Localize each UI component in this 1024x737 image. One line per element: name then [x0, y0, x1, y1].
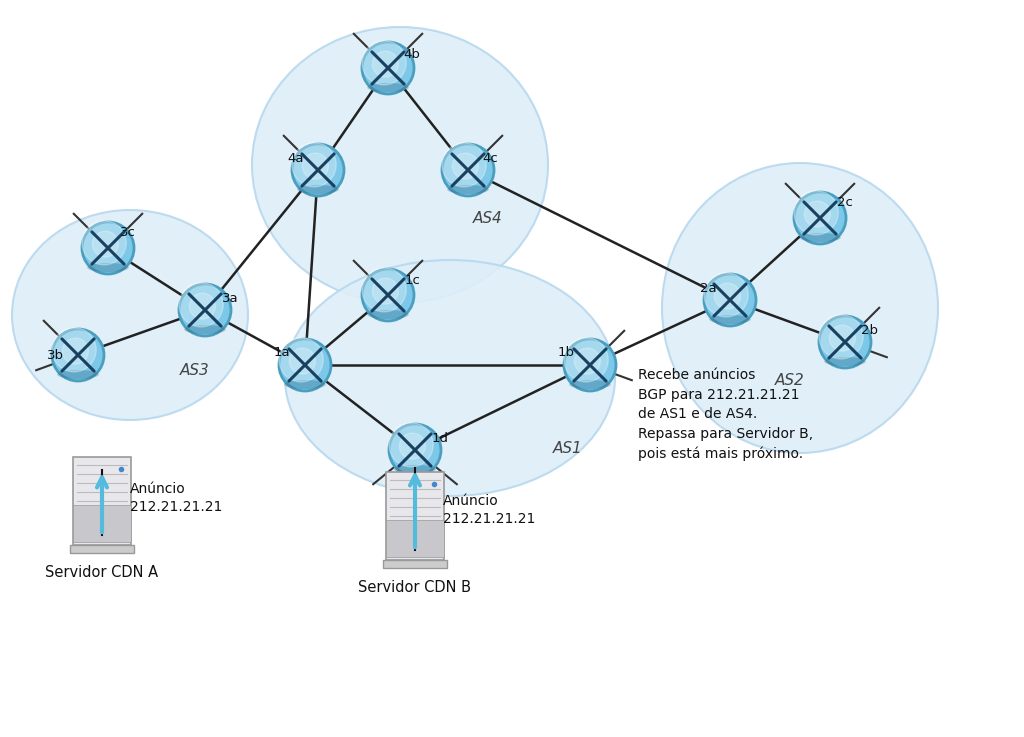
Circle shape [179, 284, 231, 336]
Circle shape [373, 278, 398, 304]
Text: AS4: AS4 [473, 211, 503, 226]
Text: 1a: 1a [273, 346, 291, 358]
Ellipse shape [662, 163, 938, 453]
Circle shape [819, 316, 871, 368]
Ellipse shape [368, 310, 409, 319]
Text: 4b: 4b [403, 47, 421, 60]
Ellipse shape [368, 83, 409, 92]
Ellipse shape [297, 185, 339, 194]
Circle shape [705, 274, 756, 326]
Text: Recebe anúncios
BGP para 212.21.21.21
de AS1 e de AS4.
Repassa para Servidor B,
: Recebe anúncios BGP para 212.21.21.21 de… [638, 368, 813, 461]
Text: AS3: AS3 [180, 363, 210, 377]
Circle shape [92, 231, 119, 257]
Ellipse shape [285, 260, 615, 496]
Circle shape [362, 42, 414, 94]
Text: AS1: AS1 [553, 441, 583, 455]
Text: Servidor CDN B: Servidor CDN B [358, 580, 471, 595]
Circle shape [399, 433, 425, 459]
Circle shape [819, 315, 863, 359]
Ellipse shape [252, 27, 548, 303]
Circle shape [389, 424, 441, 476]
Ellipse shape [710, 315, 751, 324]
Circle shape [442, 144, 494, 196]
Ellipse shape [447, 185, 488, 194]
Text: 1b: 1b [557, 346, 574, 358]
Circle shape [292, 143, 336, 187]
Circle shape [52, 329, 104, 381]
Circle shape [829, 325, 855, 351]
Text: 2c: 2c [837, 195, 853, 209]
Circle shape [564, 339, 616, 391]
Circle shape [564, 338, 608, 382]
Text: 1d: 1d [431, 431, 449, 444]
FancyBboxPatch shape [383, 560, 447, 568]
FancyBboxPatch shape [70, 545, 134, 553]
Text: Anúncio
212.21.21.21: Anúncio 212.21.21.21 [443, 495, 536, 525]
Text: Anúncio
212.21.21.21: Anúncio 212.21.21.21 [130, 482, 222, 514]
Circle shape [52, 328, 96, 372]
Text: 2b: 2b [861, 324, 879, 337]
Text: Servidor CDN A: Servidor CDN A [45, 565, 159, 580]
Circle shape [179, 283, 223, 327]
Circle shape [292, 144, 344, 196]
Circle shape [82, 222, 134, 274]
FancyBboxPatch shape [386, 520, 444, 557]
Circle shape [362, 41, 407, 85]
Ellipse shape [799, 233, 841, 242]
Text: AS2: AS2 [775, 372, 805, 388]
Circle shape [189, 293, 215, 319]
Ellipse shape [57, 370, 98, 379]
Ellipse shape [285, 380, 326, 389]
Circle shape [442, 143, 486, 187]
Circle shape [290, 348, 315, 374]
Circle shape [805, 201, 830, 227]
Text: 2a: 2a [699, 282, 717, 295]
Ellipse shape [12, 210, 248, 420]
Text: 3a: 3a [221, 292, 239, 304]
Circle shape [794, 192, 846, 244]
Text: 4a: 4a [288, 152, 304, 164]
Circle shape [715, 283, 740, 309]
Circle shape [302, 153, 329, 179]
Text: 1c: 1c [406, 273, 421, 287]
Circle shape [279, 339, 331, 391]
FancyBboxPatch shape [73, 506, 131, 542]
Circle shape [362, 268, 407, 312]
Circle shape [453, 153, 478, 179]
Circle shape [82, 220, 126, 265]
Ellipse shape [87, 263, 129, 272]
FancyBboxPatch shape [73, 457, 131, 545]
Text: 3c: 3c [120, 226, 136, 239]
Text: 4c: 4c [482, 152, 498, 164]
Circle shape [574, 348, 600, 374]
Text: 3b: 3b [46, 349, 63, 362]
Circle shape [279, 338, 324, 382]
Ellipse shape [824, 357, 866, 366]
Ellipse shape [184, 325, 226, 334]
Circle shape [794, 191, 839, 235]
Ellipse shape [569, 380, 610, 389]
Circle shape [705, 273, 749, 317]
Ellipse shape [394, 465, 436, 474]
Circle shape [362, 269, 414, 321]
FancyBboxPatch shape [386, 472, 444, 560]
Circle shape [62, 338, 88, 364]
Circle shape [389, 423, 433, 467]
Circle shape [373, 51, 398, 77]
